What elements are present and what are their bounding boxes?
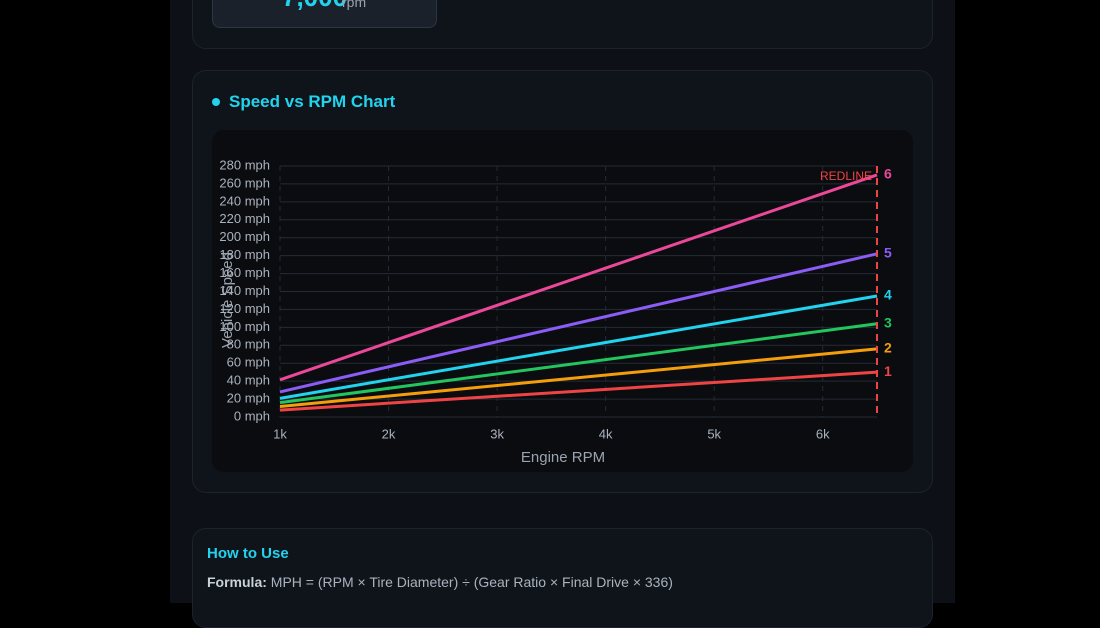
y-tick-label: 160 mph: [219, 265, 270, 280]
x-tick-label: 4k: [599, 426, 613, 441]
x-tick-label: 3k: [490, 426, 504, 441]
y-tick-label: 80 mph: [227, 337, 270, 352]
x-tick-label: 5k: [707, 426, 721, 441]
series-line: [279, 294, 878, 400]
series-label: 6: [884, 166, 892, 182]
y-axis-title: Vehicle Speed: [219, 252, 236, 348]
y-tick-label: 240 mph: [219, 193, 270, 208]
x-tick-label: 1k: [273, 426, 287, 441]
title-dot: [212, 98, 220, 106]
formula-label: Formula:: [207, 574, 267, 590]
formula: Formula: MPH = (RPM × Tire Diameter) ÷ (…: [207, 574, 673, 590]
how-title: How to Use: [207, 545, 289, 562]
x-axis-title: Engine RPM: [521, 449, 605, 466]
series-line: [279, 322, 878, 405]
redline-label: REDLINE: [820, 169, 872, 183]
y-tick-label: 220 mph: [219, 211, 270, 226]
series-label: 4: [884, 287, 892, 303]
y-tick-label: 140 mph: [219, 283, 270, 298]
stat-unit: rpm: [342, 0, 367, 10]
y-tick-label: 20 mph: [227, 391, 270, 406]
y-tick-label: 0 mph: [234, 408, 270, 423]
chart: Engine RPM Vehicle Speed 0 mph 20 mph 40 m…: [212, 130, 913, 472]
y-tick-label: 260 mph: [219, 175, 270, 190]
series-label: 3: [884, 314, 892, 330]
series-line: [279, 370, 878, 412]
chart-title: Speed vs RPM Chart: [229, 92, 396, 111]
stat-box: [212, 0, 437, 28]
page: 7,000 rpm Speed vs RPM Chart How to Use …: [170, 0, 955, 628]
series-label: 5: [884, 245, 892, 261]
x-tick-label: 6k: [816, 426, 830, 441]
series-line: [279, 347, 878, 409]
y-tick-label: 100 mph: [219, 319, 270, 334]
y-tick-label: 280 mph: [219, 157, 270, 172]
series-label: 2: [884, 340, 892, 356]
formula-text: MPH = (RPM × Tire Diameter) ÷ (Gear Rati…: [270, 574, 673, 590]
series-label: 1: [884, 363, 892, 379]
plot-bg: [212, 130, 913, 472]
series-line: [279, 173, 878, 382]
stat-value: 7,000: [282, 0, 347, 13]
y-tick-label: 40 mph: [227, 373, 270, 388]
y-tick-label: 200 mph: [219, 229, 270, 244]
y-tick-label: 60 mph: [227, 355, 270, 370]
series-line: [279, 252, 878, 394]
y-tick-label: 180 mph: [219, 247, 270, 262]
y-tick-label: 120 mph: [219, 301, 270, 316]
x-tick-label: 2k: [382, 426, 396, 441]
